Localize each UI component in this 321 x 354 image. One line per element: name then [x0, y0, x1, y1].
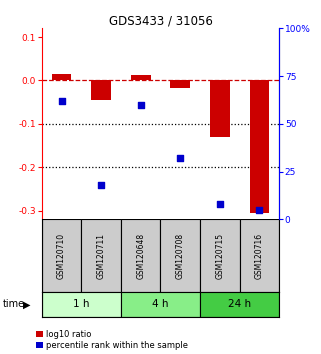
Text: GSM120648: GSM120648	[136, 233, 145, 279]
Text: GSM120711: GSM120711	[97, 233, 106, 279]
Bar	[52, 74, 71, 80]
Bar	[42, 292, 121, 317]
Bar	[91, 80, 111, 100]
Text: time: time	[3, 299, 25, 309]
Point	[217, 201, 222, 207]
Point	[178, 155, 183, 161]
Point	[138, 102, 143, 108]
Title: GDS3433 / 31056: GDS3433 / 31056	[108, 14, 213, 27]
Bar	[200, 219, 240, 292]
Text: 24 h: 24 h	[228, 299, 251, 309]
Text: GSM120708: GSM120708	[176, 233, 185, 279]
Bar	[160, 219, 200, 292]
Text: GSM120715: GSM120715	[215, 233, 224, 279]
Bar	[42, 219, 81, 292]
Text: 1 h: 1 h	[73, 299, 90, 309]
Bar	[249, 80, 269, 213]
Text: GSM120716: GSM120716	[255, 233, 264, 279]
Legend: log10 ratio, percentile rank within the sample: log10 ratio, percentile rank within the …	[36, 330, 188, 350]
Point	[257, 207, 262, 213]
Bar	[121, 219, 160, 292]
Point	[99, 182, 104, 188]
Bar	[240, 219, 279, 292]
Bar	[81, 219, 121, 292]
Bar	[200, 292, 279, 317]
Bar	[210, 80, 230, 137]
Bar	[170, 80, 190, 88]
Text: ▶: ▶	[23, 299, 31, 309]
Text: GSM120710: GSM120710	[57, 233, 66, 279]
Point	[59, 98, 64, 104]
Bar	[131, 75, 151, 80]
Text: 4 h: 4 h	[152, 299, 169, 309]
Bar	[121, 292, 200, 317]
